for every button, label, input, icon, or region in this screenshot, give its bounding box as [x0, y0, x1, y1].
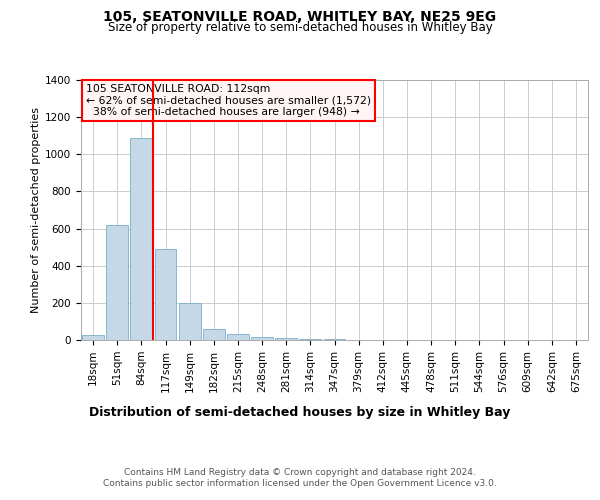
Bar: [130, 138, 152, 340]
Bar: [299, 338, 321, 340]
Bar: [227, 334, 249, 340]
Bar: [106, 225, 128, 340]
Text: Distribution of semi-detached houses by size in Whitley Bay: Distribution of semi-detached houses by …: [89, 406, 511, 419]
Text: Size of property relative to semi-detached houses in Whitley Bay: Size of property relative to semi-detach…: [107, 21, 493, 34]
Bar: [179, 304, 200, 340]
Text: Contains HM Land Registry data © Crown copyright and database right 2024.
Contai: Contains HM Land Registry data © Crown c…: [103, 468, 497, 487]
Bar: [155, 249, 176, 340]
Bar: [82, 336, 104, 340]
Bar: [323, 339, 346, 340]
Bar: [203, 329, 224, 340]
Text: 105 SEATONVILLE ROAD: 112sqm
← 62% of semi-detached houses are smaller (1,572)
 : 105 SEATONVILLE ROAD: 112sqm ← 62% of se…: [86, 84, 371, 117]
Bar: [251, 336, 273, 340]
Text: 105, SEATONVILLE ROAD, WHITLEY BAY, NE25 9EG: 105, SEATONVILLE ROAD, WHITLEY BAY, NE25…: [103, 10, 497, 24]
Y-axis label: Number of semi-detached properties: Number of semi-detached properties: [31, 107, 41, 313]
Bar: [275, 338, 297, 340]
